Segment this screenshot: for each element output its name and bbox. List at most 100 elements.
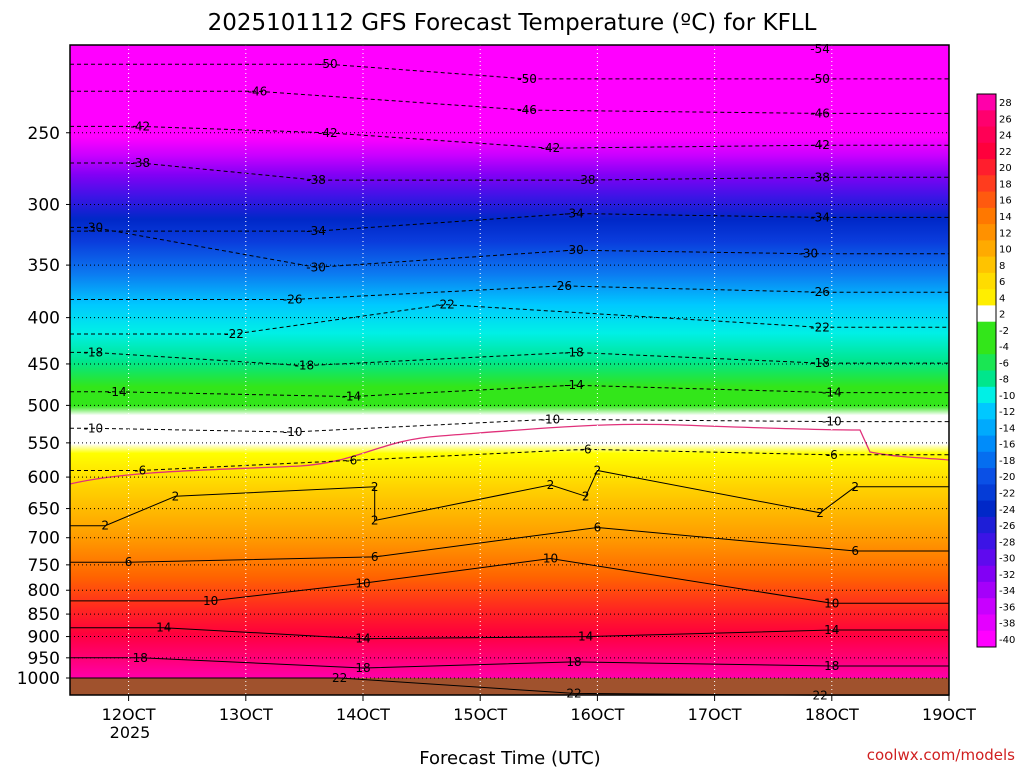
colorbar-label: 6 — [999, 277, 1005, 288]
x-axis: 12OCT 13OCT 14OCT 15OCT 16OCT 17OCT 18OCT 19OCT — [102, 695, 976, 724]
colorbar-swatch — [977, 126, 996, 144]
contour-label: 2 — [582, 489, 590, 503]
contour-label: -42 — [130, 119, 150, 133]
contour-line — [70, 469, 949, 527]
contour-line — [70, 90, 949, 114]
contour-line — [70, 418, 949, 433]
plot-area: -54 -50 -50 -50 -46 -46 -46 -42 -42 -42 -42 -38 -38 -… — [69, 42, 950, 702]
colorbar-label: -32 — [999, 570, 1015, 581]
site-credit: coolwx.com/models — [867, 746, 1015, 764]
contour-label: -26 — [552, 279, 572, 293]
y-tick-label: 300 — [28, 196, 60, 216]
plot-border — [69, 44, 950, 696]
colorbar-label: 16 — [999, 196, 1012, 207]
temperature-heatmap — [70, 45, 949, 678]
contour-label: -42 — [318, 126, 338, 140]
colorbar-swatch — [977, 110, 996, 128]
contour-label: 2 — [371, 514, 379, 528]
colorbar-label: 22 — [999, 147, 1012, 158]
colorbar-swatch — [977, 94, 996, 111]
contour-label: -42 — [541, 141, 561, 155]
contour-label: -46 — [517, 103, 537, 117]
contour-label: 22 — [332, 671, 347, 685]
contour-label: 2 — [851, 480, 859, 494]
y-tick-label: 550 — [28, 434, 60, 454]
contour-label: 14 — [824, 623, 839, 637]
contour-label: -38 — [810, 170, 830, 184]
contour-label: -34 — [810, 210, 830, 224]
colorbar-swatch — [977, 354, 996, 371]
colorbar-swatch — [977, 272, 996, 290]
colorbar-swatch — [977, 468, 996, 485]
contour-label: -6 — [345, 453, 357, 467]
colorbar-label: 10 — [999, 245, 1012, 256]
colorbar-label: -14 — [999, 423, 1015, 434]
contour-line — [70, 557, 949, 604]
colorbar-label: -30 — [999, 554, 1015, 565]
contour-label: 10 — [203, 594, 218, 608]
contour-label: 10 — [824, 596, 839, 610]
colorbar-swatch — [977, 549, 996, 567]
contour-label: -30 — [799, 247, 819, 261]
contour-label: -50 — [517, 72, 537, 86]
chart-title: 2025101112 GFS Forecast Temperature (ºC)… — [208, 10, 817, 36]
colorbar-label: 12 — [999, 228, 1012, 239]
colorbar-swatch — [977, 500, 996, 518]
contour-label: -14 — [564, 378, 584, 392]
contour-label: 10 — [355, 576, 370, 590]
colorbar-swatch — [977, 614, 996, 632]
contour-label: -46 — [810, 106, 830, 120]
colorbar-label: 24 — [999, 131, 1012, 142]
colorbar-swatch — [977, 403, 996, 420]
contour-line — [70, 285, 949, 300]
y-tick-label: 500 — [28, 396, 60, 416]
contour-label: 22 — [566, 686, 581, 700]
x-tick-label: 18OCT — [805, 705, 859, 724]
contour-label: -6 — [826, 448, 838, 462]
colorbar-label: -8 — [999, 375, 1009, 386]
ground-band — [70, 678, 949, 695]
colorbar-swatch — [977, 321, 996, 339]
contour-label: -10 — [283, 425, 303, 439]
contour-label: 2 — [547, 478, 555, 492]
contour-label: 14 — [355, 632, 370, 646]
contour-label: -10 — [84, 421, 104, 435]
colorbar-swatch — [977, 370, 996, 388]
colorbar-label: -38 — [999, 619, 1015, 630]
y-tick-label: 900 — [28, 628, 60, 648]
contour-label: 10 — [543, 552, 558, 566]
contour-label: -10 — [541, 412, 561, 426]
y-tick-label: 800 — [28, 581, 60, 601]
contour-label: -42 — [810, 138, 830, 152]
contour-label: 2 — [371, 480, 379, 494]
y-tick-label: 700 — [28, 529, 60, 549]
colorbar-swatch — [977, 630, 996, 648]
colorbar-swatch — [977, 451, 996, 469]
x-tick-label: 19OCT — [922, 705, 976, 724]
contour-label: -18 — [810, 356, 830, 370]
contour-label: -30 — [84, 220, 104, 234]
colorbar-label: -18 — [999, 456, 1015, 467]
contour-label: -22 — [435, 298, 455, 312]
colorbar-label: -6 — [999, 358, 1009, 369]
colorbar-label: -4 — [999, 342, 1009, 353]
x-tick-label: 12OCT — [102, 705, 156, 724]
contour-label: 2 — [816, 506, 824, 520]
contour-line — [70, 125, 949, 149]
contour-label: -50 — [318, 57, 338, 71]
contour-label: 6 — [371, 550, 379, 564]
colorbar-swatch — [977, 484, 996, 502]
contour-line — [70, 351, 949, 367]
y-tick-label: 850 — [28, 605, 60, 625]
contour-label: -6 — [580, 442, 592, 456]
contour-label: -38 — [306, 173, 326, 187]
contour-label: 18 — [824, 659, 839, 673]
grid — [70, 45, 950, 695]
colorbar-label: -26 — [999, 521, 1015, 532]
contour-label: 6 — [594, 521, 602, 535]
contour-label: -22 — [224, 327, 244, 341]
y-tick-label: 450 — [28, 355, 60, 375]
contour-label: 6 — [125, 555, 133, 569]
colorbar-label: -34 — [999, 586, 1015, 597]
